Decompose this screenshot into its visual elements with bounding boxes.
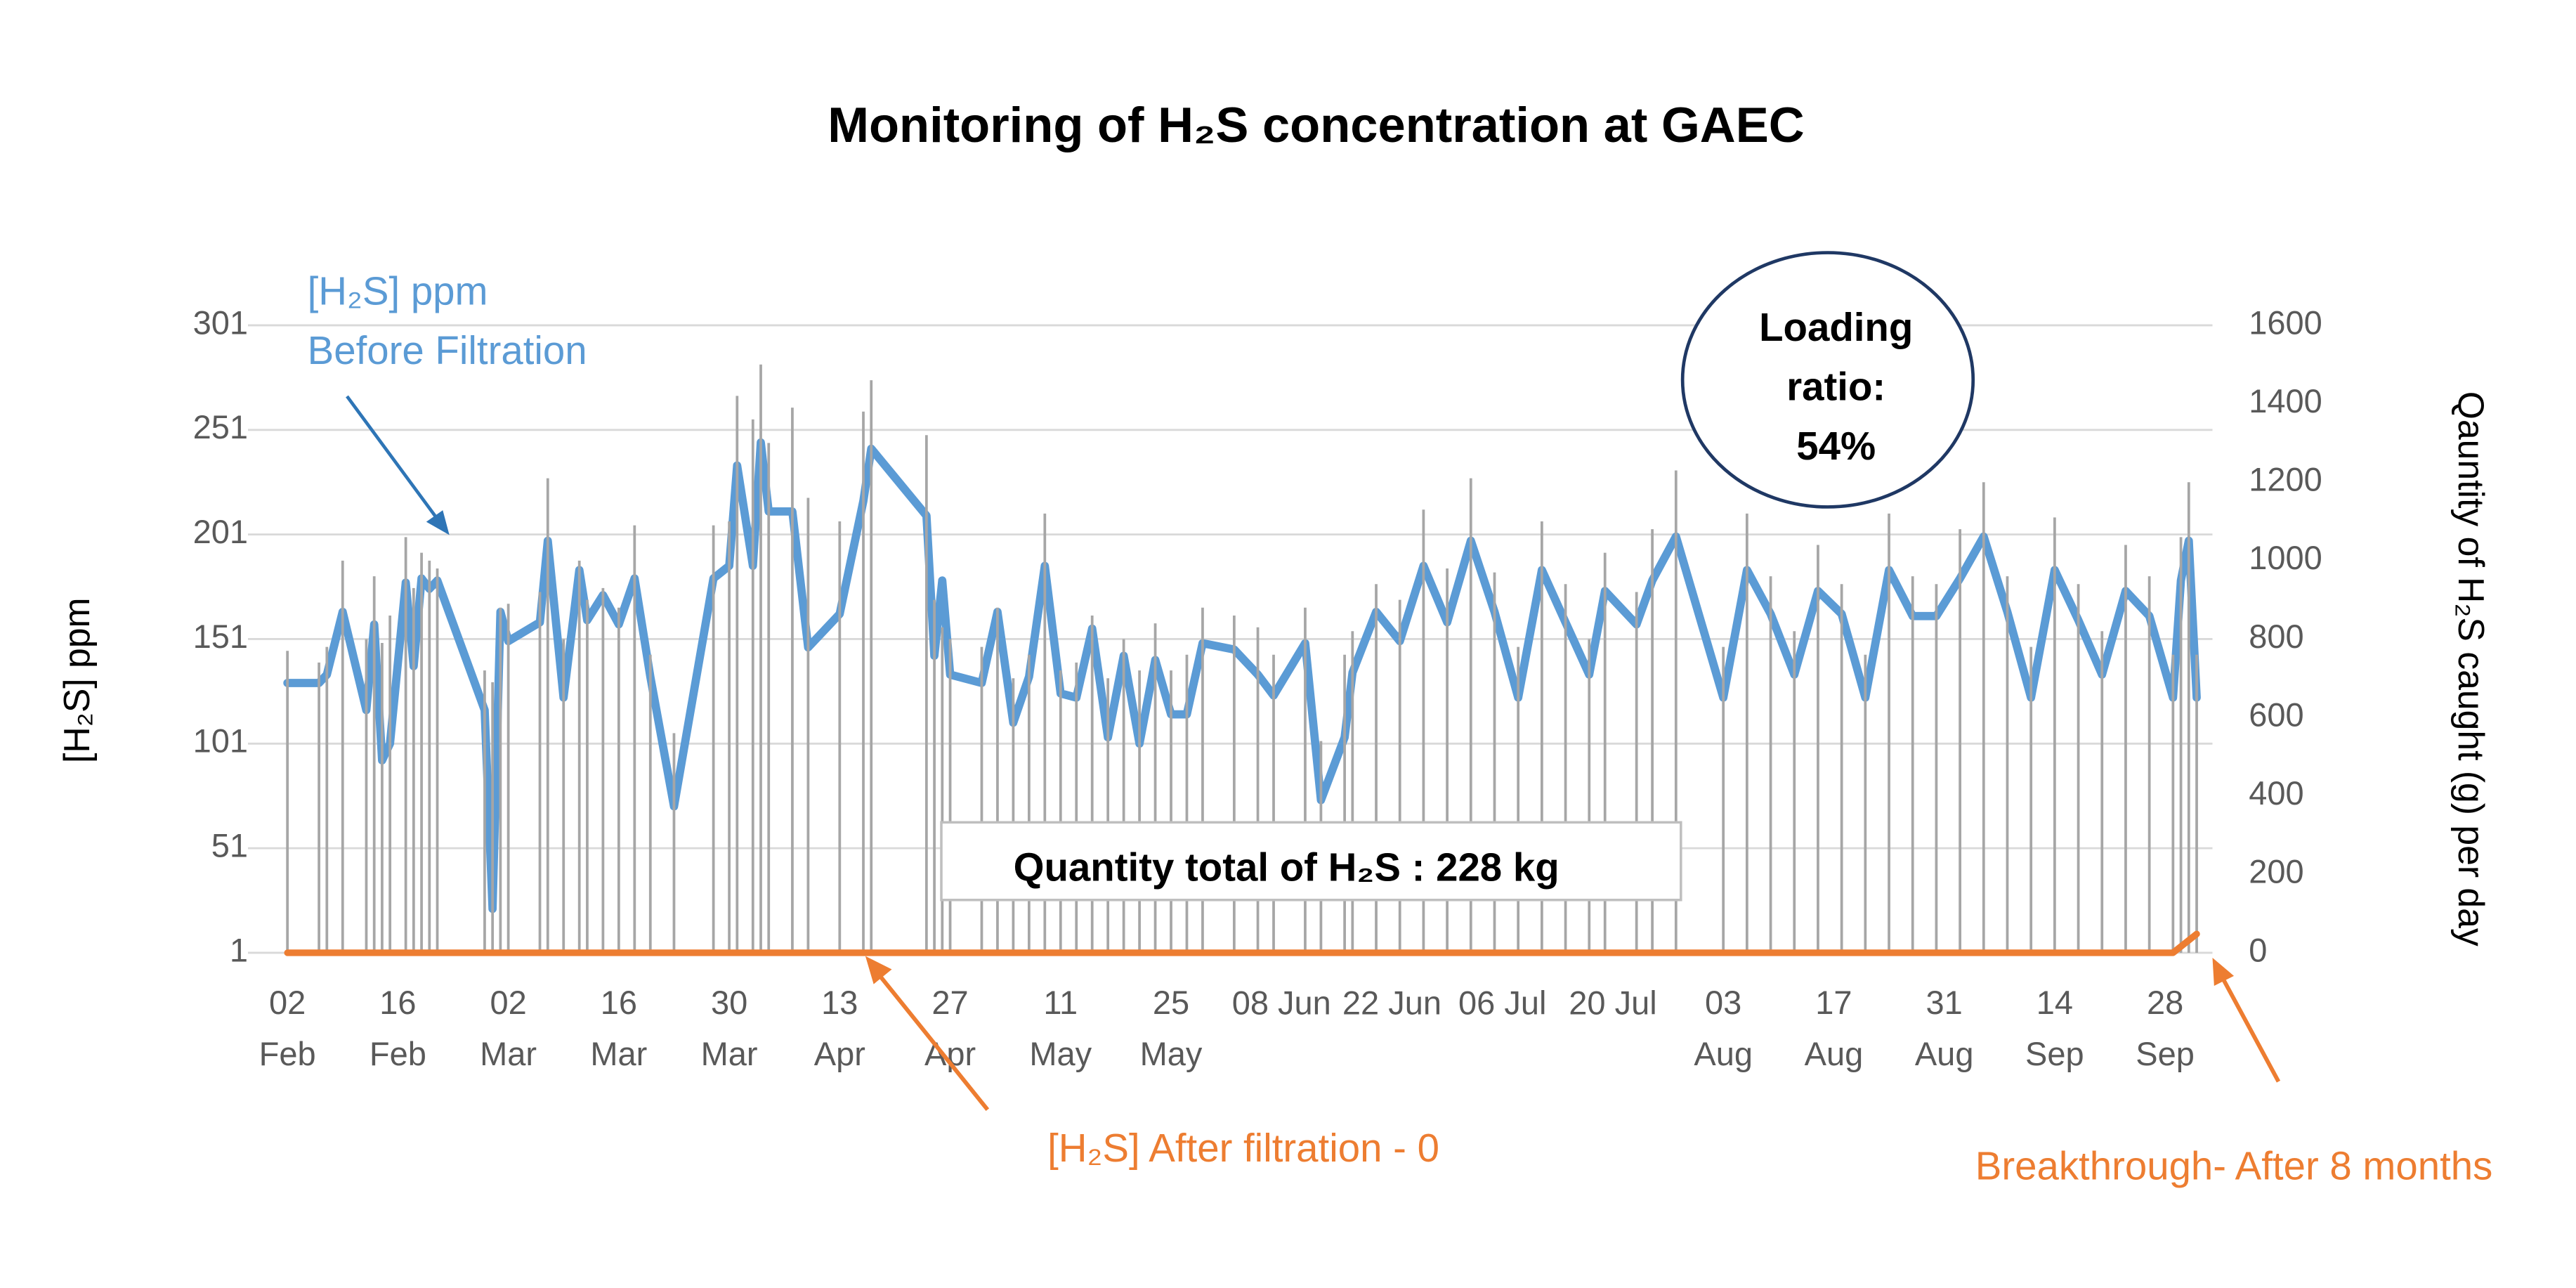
y2-tick-label: 0: [2249, 931, 2267, 968]
series-label: [H₂S] After filtration - 0: [1047, 1126, 1439, 1170]
annotation: Quantity total of H₂S : 228 kg: [1014, 845, 1560, 889]
y2-tick-label: 600: [2249, 696, 2303, 733]
x-tick-label: 30 Mar: [701, 984, 758, 1073]
y-tick-label: 201: [193, 513, 248, 550]
line: [284, 930, 2200, 956]
x-tick-label: 27 Apr: [924, 984, 976, 1073]
chart-title: Monitoring of H₂S concentration at GAEC: [828, 97, 1804, 152]
ratio-circle: [1680, 251, 1975, 509]
annotation: Loading ratio: 54%: [1759, 305, 1913, 468]
series-label: [H₂S] ppm Before Filtration: [308, 268, 587, 372]
y-axis-label: [H₂S] ppm: [56, 597, 97, 762]
plot-area: 1511011512012513010200400600800100012001…: [193, 304, 2322, 1072]
x-tick-label: 16 Feb: [370, 984, 426, 1073]
x-tick-label: 17 Aug: [1805, 984, 1864, 1073]
arrow: [877, 972, 990, 1112]
y-tick-label: 301: [193, 304, 248, 341]
y2-tick-label: 200: [2249, 853, 2303, 890]
y-tick-label: 251: [193, 408, 248, 445]
y2-tick-label: 800: [2249, 618, 2303, 655]
y-tick-label: 51: [211, 827, 248, 864]
y2-axis-label: Qauntity of H₂S caught (g) per day: [2451, 391, 2492, 947]
x-tick-label: 03 Aug: [1694, 984, 1753, 1073]
arrow-head: [2212, 958, 2235, 986]
y2-tick-label: 1600: [2249, 304, 2322, 341]
x-tick-label: 02 Feb: [259, 984, 316, 1073]
x-tick-label: 16 Mar: [590, 984, 647, 1073]
y2-tick-label: 1200: [2249, 461, 2322, 498]
y2-tick-label: 1000: [2249, 539, 2322, 576]
y-tick-label: 1: [230, 931, 248, 968]
x-tick-label: 02 Mar: [480, 984, 537, 1073]
x-tick-label: 08 Jun: [1232, 984, 1331, 1022]
x-tick-label: 06 Jul: [1458, 984, 1546, 1022]
y2-tick-label: 1400: [2249, 382, 2322, 419]
x-tick-label: 14 Sep: [2025, 984, 2084, 1073]
arrow-head: [426, 510, 450, 535]
y-tick-label: 151: [193, 618, 248, 655]
x-tick-label: 22 Jun: [1342, 984, 1441, 1022]
arrow: [346, 395, 441, 523]
arrow-head: [865, 956, 892, 984]
y-tick-label: 101: [193, 722, 248, 760]
x-tick-label: 20 Jul: [1569, 984, 1656, 1022]
annotation: Breakthrough- After 8 months: [1975, 1144, 2493, 1188]
y2-tick-label: 400: [2249, 774, 2303, 812]
annotation-box: [940, 821, 1682, 902]
arrow: [2221, 976, 2281, 1083]
x-tick-label: 28 Sep: [2136, 984, 2195, 1073]
x-tick-label: 25 May: [1140, 984, 1203, 1073]
x-tick-label: 11 May: [1029, 984, 1092, 1073]
x-tick-label: 13 Apr: [814, 984, 865, 1073]
x-tick-label: 31 Aug: [1915, 984, 1974, 1073]
